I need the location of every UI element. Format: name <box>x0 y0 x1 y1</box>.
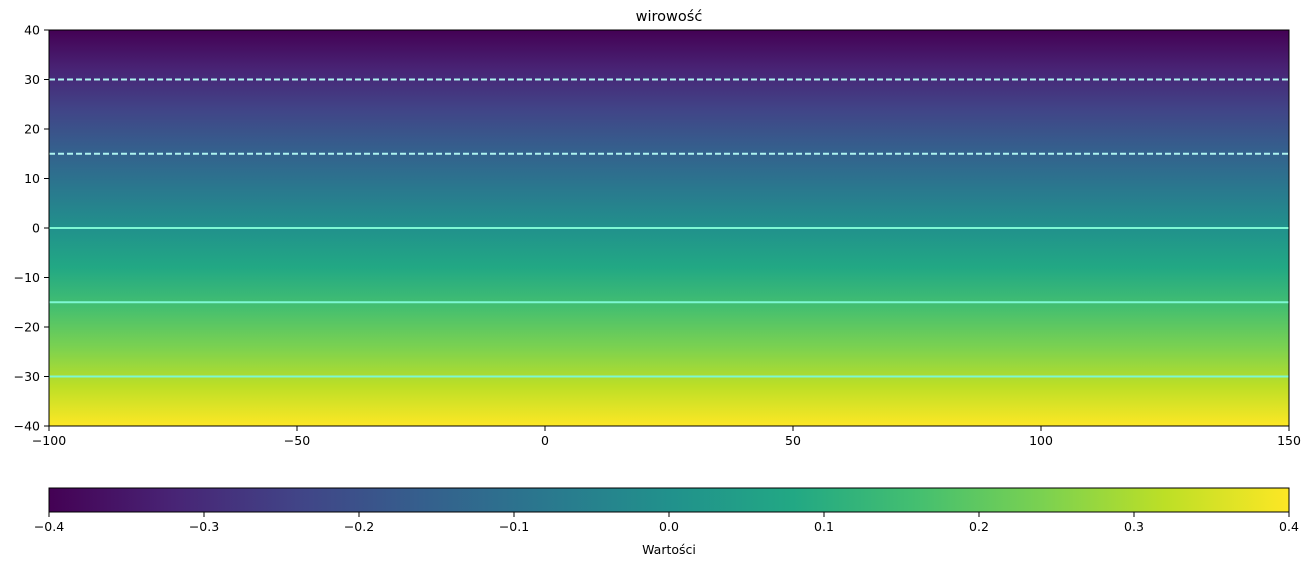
y-tick-label: 10 <box>24 171 40 186</box>
y-tick-label: 30 <box>24 72 40 87</box>
x-tick-label: −100 <box>32 433 66 448</box>
colorbar: −0.4 −0.3 −0.2 −0.1 0.0 0.1 0.2 0.3 0.4 <box>34 487 1299 534</box>
y-tick-label: −30 <box>14 369 40 384</box>
colorbar-tick-label: −0.2 <box>344 519 374 534</box>
colorbar-tick-label: 0.2 <box>969 519 989 534</box>
y-tick-label: 40 <box>24 23 40 38</box>
colorbar-tick-label: 0.3 <box>1124 519 1144 534</box>
colorbar-tick-label: 0.1 <box>814 519 834 534</box>
y-tick-label: 0 <box>32 221 40 236</box>
chart-title: wirowość <box>636 9 703 25</box>
y-tick-label: 20 <box>24 122 40 137</box>
x-tick-label: −50 <box>284 433 310 448</box>
colorbar-tick-label: 0.0 <box>659 519 679 534</box>
y-tick-label: −20 <box>14 320 40 335</box>
colorbar-tick-label: −0.3 <box>189 519 219 534</box>
colorbar-gradient <box>48 487 1290 513</box>
x-tick-label: 150 <box>1277 433 1301 448</box>
colorbar-label: Wartości <box>642 542 696 557</box>
y-tick-label: −10 <box>14 270 40 285</box>
colorbar-tick-label: 0.4 <box>1279 519 1299 534</box>
colorbar-tick-label: −0.1 <box>499 519 529 534</box>
x-tick-label: 50 <box>785 433 801 448</box>
x-tick-label: 0 <box>541 433 549 448</box>
y-tick-label: −40 <box>14 419 40 434</box>
x-tick-label: 100 <box>1029 433 1053 448</box>
colorbar-tick-label: −0.4 <box>34 519 64 534</box>
